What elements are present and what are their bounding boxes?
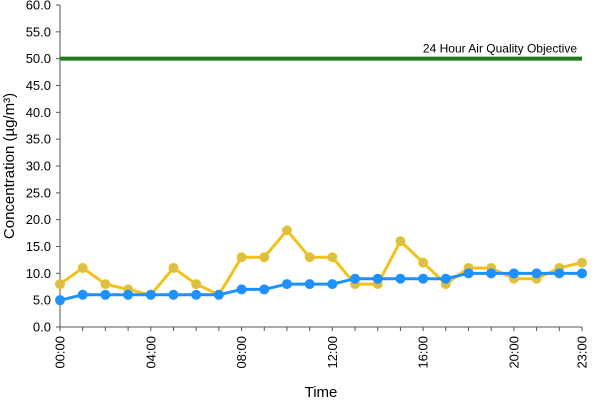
data-point — [191, 289, 202, 300]
y-tick-label: 50.0 — [26, 51, 51, 66]
data-point — [577, 268, 587, 279]
data-point — [168, 289, 179, 300]
data-point — [350, 273, 361, 284]
data-point — [304, 252, 315, 263]
y-tick-label: 40.0 — [26, 105, 51, 120]
data-point — [77, 262, 88, 273]
series-group — [55, 225, 587, 306]
x-tick-label: 23:00 — [575, 336, 590, 369]
data-point — [77, 289, 88, 300]
data-point — [259, 284, 270, 295]
data-point — [123, 289, 134, 300]
y-tick-label: 20.0 — [26, 212, 51, 227]
x-tick-label: 12:00 — [325, 336, 340, 369]
data-point — [55, 295, 65, 306]
data-point — [100, 289, 111, 300]
data-point — [236, 252, 247, 263]
objective-label: 24 Hour Air Quality Objective — [423, 42, 577, 56]
data-point — [304, 279, 315, 290]
data-point — [327, 279, 338, 290]
data-point — [508, 268, 519, 279]
data-point — [440, 273, 451, 284]
x-axis-ticks: 00:00 04:00 08:00 12:00 16:00 20:00 23:00 — [53, 327, 590, 369]
data-point — [281, 225, 292, 236]
data-point — [463, 268, 474, 279]
objective-line-group: 24 Hour Air Quality Objective — [60, 42, 582, 61]
data-point — [577, 257, 587, 268]
data-point — [213, 289, 224, 300]
series-line — [59, 271, 582, 302]
data-point — [281, 279, 292, 290]
y-tick-label: 30.0 — [26, 159, 51, 174]
x-tick-label: 08:00 — [234, 336, 249, 369]
data-point — [418, 257, 429, 268]
y-tick-label: 35.0 — [26, 132, 51, 147]
data-point — [191, 279, 202, 290]
data-point — [145, 289, 156, 300]
data-point — [372, 273, 383, 284]
x-tick-label: 20:00 — [506, 336, 521, 369]
data-point — [486, 268, 497, 279]
data-point — [236, 284, 247, 295]
y-tick-label: 5.0 — [33, 293, 51, 308]
x-tick-label: 00:00 — [53, 336, 68, 369]
series-1 — [55, 225, 587, 300]
y-tick-label: 0.0 — [33, 320, 51, 335]
y-tick-label: 15.0 — [26, 239, 51, 254]
data-point — [259, 252, 270, 263]
y-tick-label: 25.0 — [26, 185, 51, 200]
x-axis-title: Time — [305, 384, 338, 400]
x-tick-label: 04:00 — [143, 336, 158, 369]
series-2 — [55, 268, 587, 306]
data-point — [395, 236, 406, 247]
x-tick-label: 16:00 — [416, 336, 431, 369]
data-point — [168, 262, 179, 273]
y-tick-label: 10.0 — [26, 266, 51, 281]
data-point — [395, 273, 406, 284]
data-point — [55, 279, 65, 290]
data-point — [418, 273, 429, 284]
y-tick-label: 60.0 — [26, 0, 51, 13]
data-point — [100, 279, 111, 290]
y-tick-label: 45.0 — [26, 78, 51, 93]
y-axis-ticks: 0.0 5.0 10.0 15.0 20.0 25.0 30.0 35.0 40.0 45.0 50… — [26, 0, 60, 335]
y-tick-label: 55.0 — [26, 24, 51, 39]
data-point — [554, 268, 565, 279]
data-point — [531, 268, 542, 279]
y-axis-title: Concentration (µg/m³) — [1, 93, 18, 239]
data-point — [327, 252, 338, 263]
